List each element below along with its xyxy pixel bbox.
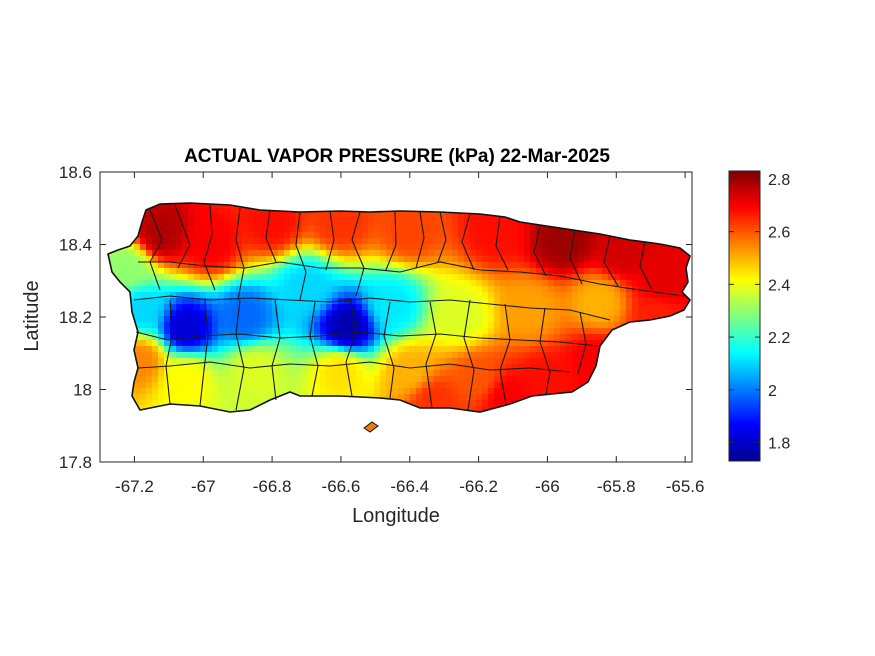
colorbar bbox=[728, 170, 761, 462]
colorbar-tick-label: 1.8 bbox=[768, 436, 790, 453]
x-tick-label: -66.6 bbox=[322, 477, 361, 496]
x-axis-ticks: -67.2 -67 -66.8 -66.6 -66.4 -66.2 -66 -65.8 -65.… bbox=[115, 172, 704, 496]
y-tick-label: 18.2 bbox=[59, 308, 92, 327]
colorbar-ticks: 1.8 2 2.2 2.4 2.6 2.8 bbox=[729, 172, 790, 453]
x-tick-label: -67.2 bbox=[115, 477, 154, 496]
colorbar-tick-label: 2.6 bbox=[768, 225, 790, 242]
coastline-outline bbox=[107, 202, 692, 413]
y-tick-label: 18.6 bbox=[59, 163, 92, 182]
colorbar-tick-label: 2.8 bbox=[768, 172, 790, 189]
y-tick-label: 18 bbox=[73, 381, 92, 400]
y-tick-label: 17.8 bbox=[59, 453, 92, 472]
colorbar-tick-label: 2.4 bbox=[768, 277, 790, 294]
x-tick-label: -66.8 bbox=[253, 477, 292, 496]
municipality-boundaries bbox=[133, 204, 685, 411]
x-tick-label: -65.8 bbox=[597, 477, 636, 496]
x-tick-label: -66.4 bbox=[390, 477, 429, 496]
colorbar-tick-label: 2.2 bbox=[768, 330, 790, 347]
caja-de-muertos-islet bbox=[363, 421, 379, 433]
y-tick-label: 18.4 bbox=[59, 236, 92, 255]
x-tick-label: -65.6 bbox=[666, 477, 705, 496]
y-axis-ticks: 17.8 18 18.2 18.4 18.6 bbox=[59, 163, 692, 472]
x-axis-label: Longitude bbox=[352, 505, 440, 527]
colorbar-tick-label: 2 bbox=[768, 383, 777, 400]
x-tick-label: -66 bbox=[535, 477, 560, 496]
x-tick-label: -66.2 bbox=[459, 477, 498, 496]
y-axis-label: Latitude bbox=[21, 280, 43, 351]
map-title: ACTUAL VAPOR PRESSURE (kPa) 22-Mar-2025 bbox=[184, 146, 610, 167]
x-tick-label: -67 bbox=[191, 477, 216, 496]
